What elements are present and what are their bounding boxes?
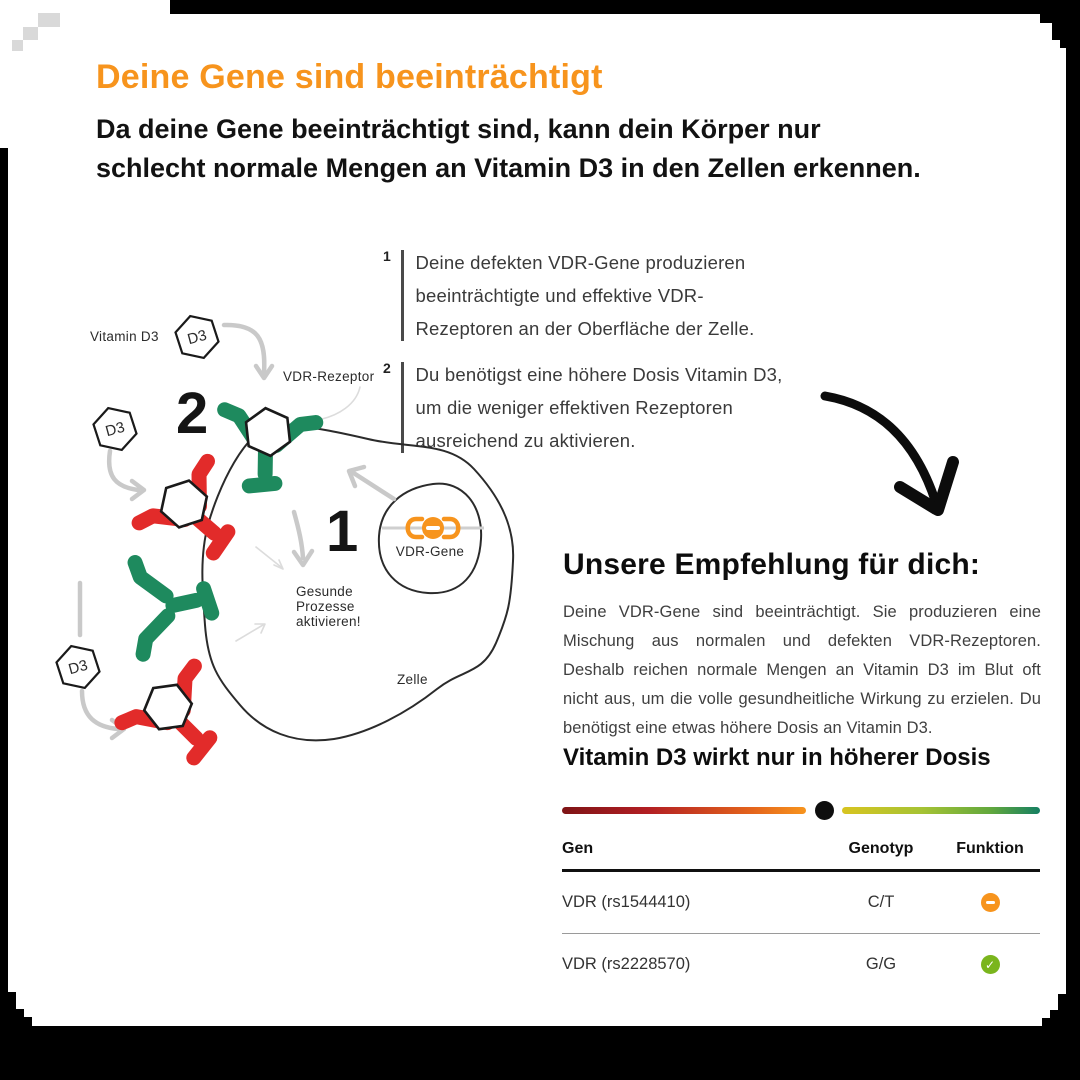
column-header-gen: Gen [562, 840, 594, 857]
column-header-funktion: Funktion [956, 840, 1024, 857]
vdr-gene-nucleus: VDR-Gene [377, 482, 484, 595]
step-number: 1 [383, 248, 391, 264]
subtitle-line-2: schlecht normale Mengen an Vitamin D3 in… [96, 153, 921, 183]
check-icon: ✓ [980, 955, 1000, 974]
frame-bottom [0, 1026, 1080, 1080]
arrow-d3-to-receptor [221, 322, 267, 376]
arrowhead [346, 464, 367, 489]
frame-step [24, 1017, 32, 1026]
page-title: Deine Gene sind beeinträchtigt [96, 58, 603, 96]
frame-step [1052, 23, 1066, 40]
frame-step [8, 992, 16, 1026]
corner-shadow-step [23, 27, 38, 40]
minus-icon [426, 526, 440, 530]
arrow-d3-to-receptor [106, 448, 141, 493]
arrowhead [253, 363, 275, 381]
diagram-number-1: 1 [326, 499, 358, 564]
svg-text:D3: D3 [186, 327, 209, 348]
arrow-thin [255, 546, 282, 568]
function-cell: ✓ [940, 955, 1040, 974]
healthy-processes-label: Gesunde Prozesse aktivieren! [296, 584, 361, 629]
frame-step [1060, 40, 1066, 48]
function-scale [562, 800, 1040, 820]
arrow-into-cell [291, 509, 306, 561]
scale-marker-dot [814, 801, 834, 820]
minus-icon [980, 893, 1000, 912]
svg-text:D3: D3 [67, 657, 90, 678]
arrowhead [291, 548, 315, 568]
frame-step [1058, 994, 1066, 1026]
frame-step [1040, 14, 1066, 23]
bound-d3-hexagon [238, 403, 298, 461]
vitamin-d3-hexagon: D3 [55, 644, 101, 690]
table-row: VDR (rs2228570) G/G ✓ [562, 934, 1040, 995]
corner-shadow-step [38, 13, 60, 27]
frame-step [1042, 1018, 1050, 1026]
vdr-receptor-defective [139, 461, 256, 576]
step-item-2: 2 Du benötigst eine höhere Dosis Vitamin… [383, 358, 803, 457]
frame-right [1066, 0, 1080, 1080]
table-row: VDR (rs1544410) C/T [562, 872, 1040, 934]
gene-bracket-left [405, 516, 425, 540]
step-divider [401, 362, 404, 453]
arrowhead [273, 559, 284, 570]
vitamin-d3-hexagon: D3 [174, 315, 220, 359]
curved-arrow-icon [820, 391, 959, 516]
label-pointer-line [321, 386, 361, 420]
gene-cell: VDR (rs1544410) [562, 893, 691, 911]
frame-step [16, 1009, 24, 1026]
gene-table: Gen Genotyp Funktion VDR (rs1544410) C/T… [562, 840, 1040, 995]
step-divider [401, 250, 404, 341]
cell-membrane [201, 422, 515, 742]
frame-step [1050, 1010, 1058, 1026]
subtitle-line-1: Da deine Gene beeinträchtigt sind, kann … [96, 114, 821, 144]
arrow-gene-to-membrane [349, 469, 397, 502]
gene-bracket-right [441, 516, 461, 540]
recommendation-heading: Unsere Empfehlung für dich: [563, 548, 981, 581]
step-list: 1 Deine defekten VDR-Gene produzieren be… [383, 246, 803, 470]
step-item-1: 1 Deine defekten VDR-Gene produzieren be… [383, 246, 803, 345]
cell-diagram: VDR-Gene D3 D3 D3 Vitamin D [55, 315, 515, 773]
arrowhead [254, 623, 266, 634]
arrow-d3-to-receptor [79, 688, 121, 732]
vitamin-d3-hexagon: D3 [92, 407, 138, 451]
vitamin-d3-label: Vitamin D3 [90, 329, 159, 344]
vdr-receptor-normal [215, 405, 316, 494]
corner-shadow-step [12, 40, 23, 51]
frame-left [0, 148, 8, 1080]
step-text: Deine defekten VDR-Gene produzieren beei… [415, 252, 755, 339]
arrowhead [129, 478, 147, 502]
step-text: Du benötigst eine höhere Dosis Vitamin D… [415, 364, 783, 451]
genotype-cell: G/G [865, 955, 897, 973]
zelle-label: Zelle [397, 672, 428, 687]
step-number: 2 [383, 360, 391, 376]
arrow-thin [235, 624, 264, 642]
svg-text:D3: D3 [104, 419, 127, 440]
dosage-subheading: Vitamin D3 wirkt nur in höherer Dosis [563, 744, 991, 771]
table-header-row: Gen Genotyp Funktion [562, 840, 1040, 872]
diagram-number-2: 2 [176, 381, 208, 446]
vdr-rezeptor-label: VDR-Rezeptor [283, 369, 375, 384]
frame-top [170, 0, 1080, 14]
column-header-genotyp: Genotyp [848, 840, 914, 857]
function-cell [940, 893, 1040, 912]
page-subtitle: Da deine Gene beeinträchtigt sind, kann … [96, 110, 921, 188]
scale-gradient-right [842, 807, 1040, 814]
vdr-gene-label: VDR-Gene [396, 544, 464, 559]
gene-cell: VDR (rs2228570) [562, 955, 691, 973]
genotype-cell: C/T [867, 893, 895, 911]
recommendation-text: Deine VDR-Gene sind beeinträchtigt. Sie … [563, 603, 1041, 737]
scale-gradient-left [562, 807, 806, 814]
